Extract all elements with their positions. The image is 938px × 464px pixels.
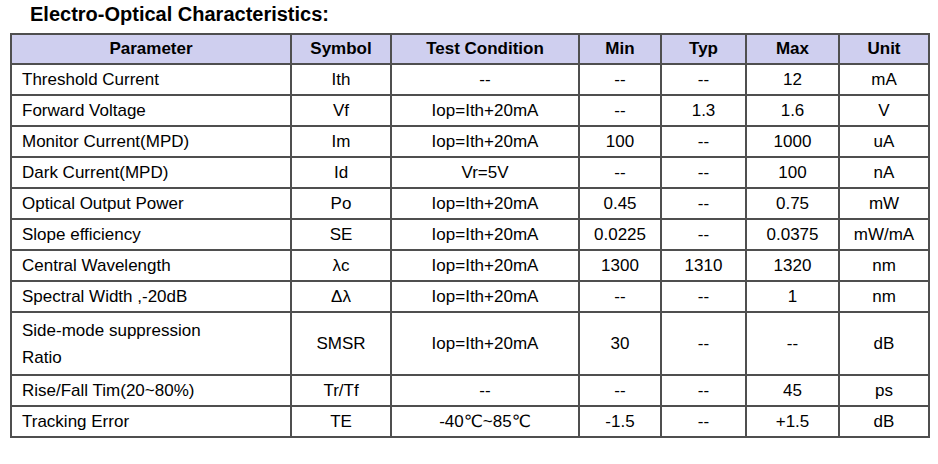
cell-typ: -- bbox=[661, 312, 746, 375]
table-row: Optical Output Power Po Iop=Ith+20mA 0.4… bbox=[11, 188, 929, 219]
cell-typ: 1.3 bbox=[661, 95, 746, 126]
cell-test-condition: Iop=Ith+20mA bbox=[391, 312, 579, 375]
cell-parameter: Tracking Error bbox=[11, 406, 291, 437]
cell-min: -- bbox=[579, 64, 661, 95]
cell-min: -- bbox=[579, 375, 661, 406]
header-cell-symbol: Symbol bbox=[291, 34, 391, 64]
cell-max: 1 bbox=[746, 281, 839, 312]
cell-test-condition: -- bbox=[391, 64, 579, 95]
cell-typ: -- bbox=[661, 375, 746, 406]
cell-parameter: Optical Output Power bbox=[11, 188, 291, 219]
cell-symbol: Im bbox=[291, 126, 391, 157]
cell-max: +1.5 bbox=[746, 406, 839, 437]
header-cell-test-condition: Test Condition bbox=[391, 34, 579, 64]
cell-symbol: SE bbox=[291, 219, 391, 250]
table-row: Central Wavelength λc Iop=Ith+20mA 1300 … bbox=[11, 250, 929, 281]
cell-unit: V bbox=[839, 95, 929, 126]
header-cell-parameter: Parameter bbox=[11, 34, 291, 64]
cell-test-condition: Iop=Ith+20mA bbox=[391, 188, 579, 219]
cell-max: 0.75 bbox=[746, 188, 839, 219]
cell-min: 30 bbox=[579, 312, 661, 375]
cell-parameter: Rise/Fall Tim(20~80%) bbox=[11, 375, 291, 406]
page-title: Electro-Optical Characteristics: bbox=[30, 3, 329, 26]
cell-parameter: Central Wavelength bbox=[11, 250, 291, 281]
cell-max: -- bbox=[746, 312, 839, 375]
cell-symbol: Tr/Tf bbox=[291, 375, 391, 406]
table-row: Tracking Error TE -40℃~85℃ -1.5 -- +1.5 … bbox=[11, 406, 929, 437]
table-row: Slope efficiency SE Iop=Ith+20mA 0.0225 … bbox=[11, 219, 929, 250]
cell-max: 100 bbox=[746, 157, 839, 188]
cell-unit: dB bbox=[839, 406, 929, 437]
datasheet-page: Electro-Optical Characteristics: Paramet… bbox=[0, 0, 938, 464]
cell-parameter: Monitor Current(MPD) bbox=[11, 126, 291, 157]
cell-symbol: Po bbox=[291, 188, 391, 219]
cell-unit: mW/mA bbox=[839, 219, 929, 250]
electro-optical-characteristics-table: Parameter Symbol Test Condition Min Typ … bbox=[10, 33, 930, 438]
header-cell-max: Max bbox=[746, 34, 839, 64]
cell-unit: mA bbox=[839, 64, 929, 95]
cell-typ: 1310 bbox=[661, 250, 746, 281]
cell-symbol: Vf bbox=[291, 95, 391, 126]
cell-typ: -- bbox=[661, 219, 746, 250]
cell-symbol: Ith bbox=[291, 64, 391, 95]
cell-typ: -- bbox=[661, 188, 746, 219]
cell-symbol: Δλ bbox=[291, 281, 391, 312]
cell-min: 0.45 bbox=[579, 188, 661, 219]
cell-parameter: Dark Current(MPD) bbox=[11, 157, 291, 188]
header-cell-unit: Unit bbox=[839, 34, 929, 64]
cell-unit: nm bbox=[839, 281, 929, 312]
cell-min: 0.0225 bbox=[579, 219, 661, 250]
header-row: Parameter Symbol Test Condition Min Typ … bbox=[11, 34, 929, 64]
cell-typ: -- bbox=[661, 64, 746, 95]
cell-unit: dB bbox=[839, 312, 929, 375]
cell-parameter: Spectral Width ,-20dB bbox=[11, 281, 291, 312]
cell-max: 45 bbox=[746, 375, 839, 406]
cell-test-condition: Iop=Ith+20mA bbox=[391, 250, 579, 281]
cell-typ: -- bbox=[661, 406, 746, 437]
cell-min: 100 bbox=[579, 126, 661, 157]
cell-max: 1.6 bbox=[746, 95, 839, 126]
cell-unit: uA bbox=[839, 126, 929, 157]
header-cell-typ: Typ bbox=[661, 34, 746, 64]
cell-min: -- bbox=[579, 281, 661, 312]
cell-symbol: SMSR bbox=[291, 312, 391, 375]
cell-min: -- bbox=[579, 157, 661, 188]
cell-min: 1300 bbox=[579, 250, 661, 281]
cell-min: -1.5 bbox=[579, 406, 661, 437]
table-row: Monitor Current(MPD) Im Iop=Ith+20mA 100… bbox=[11, 126, 929, 157]
cell-test-condition: Iop=Ith+20mA bbox=[391, 219, 579, 250]
cell-unit: nA bbox=[839, 157, 929, 188]
header-cell-min: Min bbox=[579, 34, 661, 64]
cell-unit: nm bbox=[839, 250, 929, 281]
cell-test-condition: -- bbox=[391, 375, 579, 406]
cell-unit: ps bbox=[839, 375, 929, 406]
cell-test-condition: -40℃~85℃ bbox=[391, 406, 579, 437]
cell-max: 12 bbox=[746, 64, 839, 95]
cell-unit: mW bbox=[839, 188, 929, 219]
cell-parameter: Threshold Current bbox=[11, 64, 291, 95]
table-row: Spectral Width ,-20dB Δλ Iop=Ith+20mA --… bbox=[11, 281, 929, 312]
cell-test-condition: Iop=Ith+20mA bbox=[391, 95, 579, 126]
cell-symbol: Id bbox=[291, 157, 391, 188]
cell-typ: -- bbox=[661, 157, 746, 188]
table-row: Rise/Fall Tim(20~80%) Tr/Tf -- -- -- 45 … bbox=[11, 375, 929, 406]
cell-symbol: λc bbox=[291, 250, 391, 281]
cell-typ: -- bbox=[661, 281, 746, 312]
cell-parameter: Forward Voltage bbox=[11, 95, 291, 126]
cell-test-condition: Vr=5V bbox=[391, 157, 579, 188]
cell-max: 0.0375 bbox=[746, 219, 839, 250]
cell-test-condition: Iop=Ith+20mA bbox=[391, 281, 579, 312]
table-row: Forward Voltage Vf Iop=Ith+20mA -- 1.3 1… bbox=[11, 95, 929, 126]
cell-test-condition: Iop=Ith+20mA bbox=[391, 126, 579, 157]
cell-min: -- bbox=[579, 95, 661, 126]
table-row: Threshold Current Ith -- -- -- 12 mA bbox=[11, 64, 929, 95]
table-row: Side-mode suppression Ratio SMSR Iop=Ith… bbox=[11, 312, 929, 375]
table-row: Dark Current(MPD) Id Vr=5V -- -- 100 nA bbox=[11, 157, 929, 188]
cell-max: 1000 bbox=[746, 126, 839, 157]
cell-max: 1320 bbox=[746, 250, 839, 281]
cell-parameter: Slope efficiency bbox=[11, 219, 291, 250]
cell-typ: -- bbox=[661, 126, 746, 157]
cell-parameter: Side-mode suppression Ratio bbox=[11, 312, 291, 375]
cell-symbol: TE bbox=[291, 406, 391, 437]
